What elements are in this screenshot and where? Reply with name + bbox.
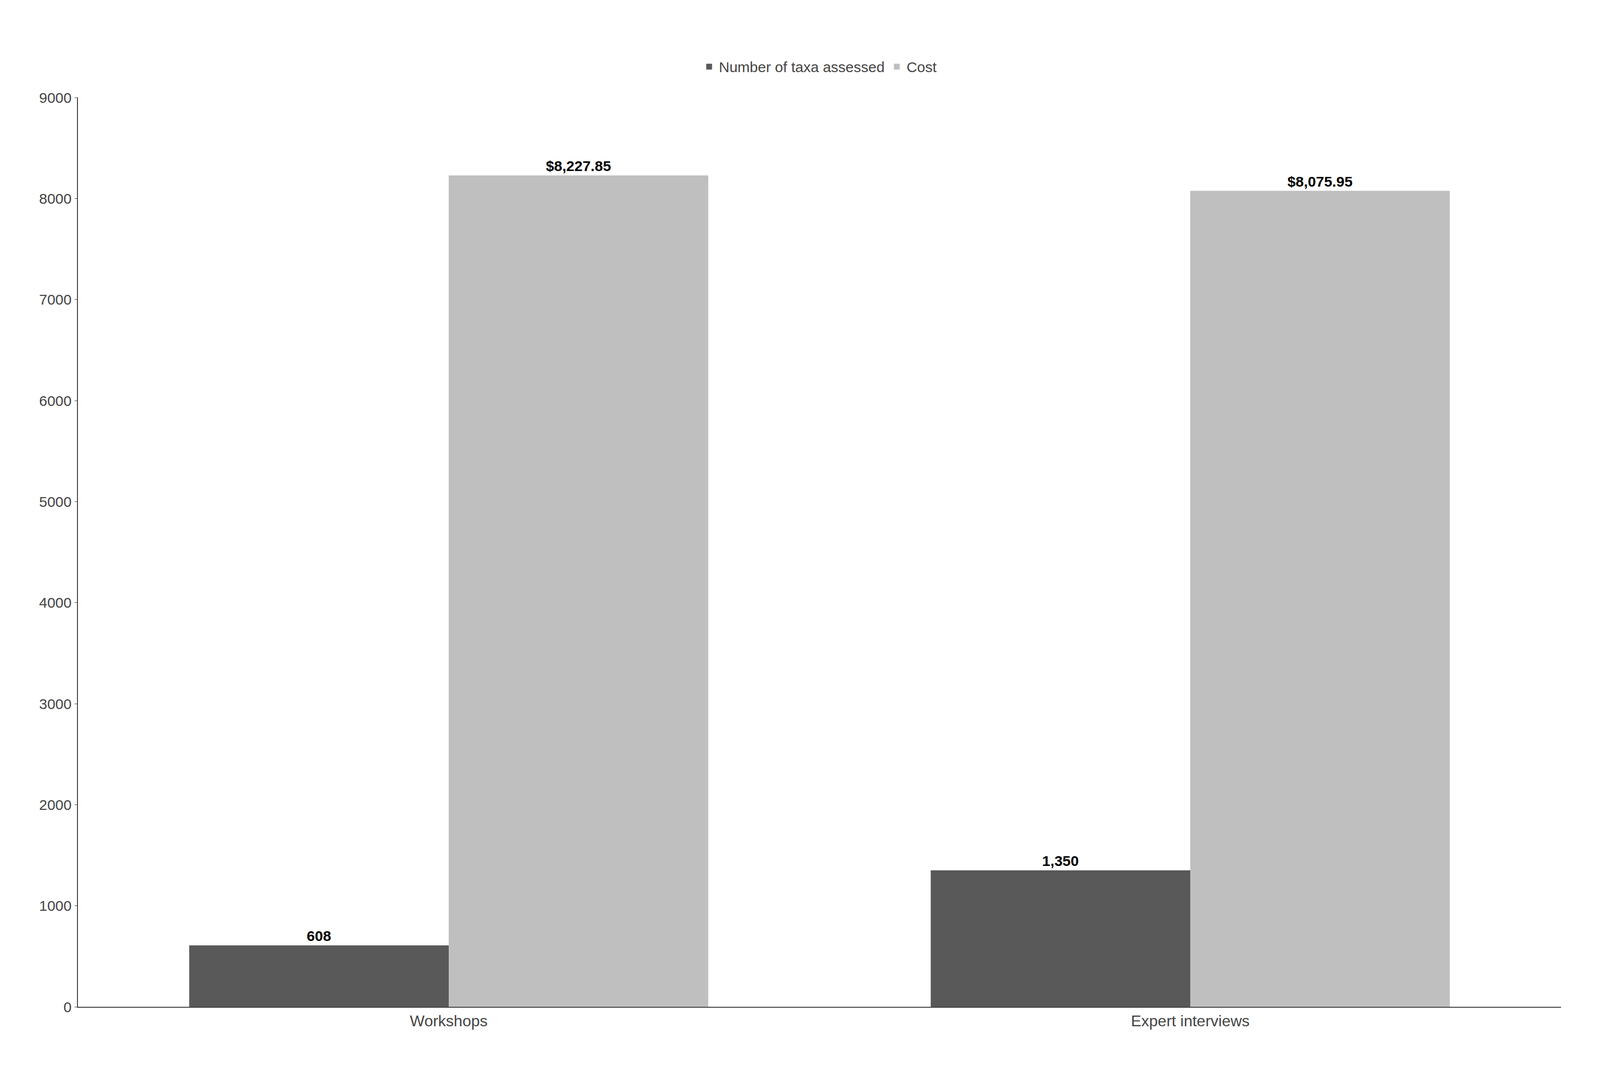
- svg-text:0: 0: [63, 998, 72, 1015]
- svg-text:1,350: 1,350: [1042, 852, 1079, 869]
- svg-text:6000: 6000: [38, 392, 72, 409]
- svg-text:$8,227.85: $8,227.85: [546, 157, 611, 174]
- svg-text:4000: 4000: [38, 594, 72, 611]
- svg-text:$8,075.95: $8,075.95: [1287, 173, 1353, 190]
- svg-text:608: 608: [306, 927, 332, 944]
- svg-text:8000: 8000: [38, 190, 72, 207]
- svg-text:5000: 5000: [38, 493, 72, 510]
- svg-text:Expert interviews: Expert interviews: [1130, 1011, 1250, 1030]
- svg-text:1000: 1000: [38, 897, 72, 914]
- svg-text:9000: 9000: [38, 89, 72, 106]
- svg-text:7000: 7000: [38, 291, 72, 308]
- svg-text:Number of taxa assessed: Number of taxa assessed: [719, 58, 885, 76]
- svg-text:3000: 3000: [38, 695, 72, 712]
- svg-text:2000: 2000: [38, 796, 72, 813]
- svg-text:Workshops: Workshops: [409, 1011, 488, 1030]
- svg-text:Cost: Cost: [906, 58, 937, 76]
